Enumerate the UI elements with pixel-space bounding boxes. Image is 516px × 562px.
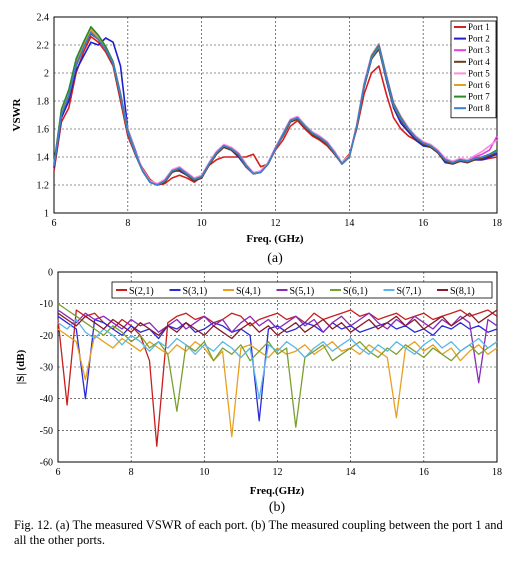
y-tick-label: 2.4 bbox=[37, 13, 50, 24]
x-tick-label: 6 bbox=[56, 467, 61, 478]
series-line-3 bbox=[57, 328, 498, 438]
x-tick-label: 12 bbox=[273, 467, 283, 478]
x-tick-label: 6 bbox=[52, 218, 57, 229]
x-tick-label: 16 bbox=[418, 218, 428, 229]
legend-entry: S(8,1) bbox=[450, 286, 475, 297]
y-tick-label: 0 bbox=[48, 268, 53, 279]
vswr-series-lines bbox=[53, 25, 498, 186]
y-tick-label: 1.4 bbox=[37, 153, 50, 164]
x-tick-label: 8 bbox=[129, 467, 134, 478]
legend-entry: Port 7 bbox=[468, 92, 490, 102]
x-tick-label: 8 bbox=[125, 218, 130, 229]
legend-entry: Port 8 bbox=[468, 103, 490, 113]
x-tick-label: 16 bbox=[419, 467, 429, 478]
coupling-legend: S(2,1) S(3,1) S(4,1) S(5,1) S(6,1) S(7,1) S(8,… bbox=[111, 281, 493, 299]
legend-entry: S(7,1) bbox=[397, 286, 422, 297]
x-tick-label: 14 bbox=[346, 467, 356, 478]
legend-entry: Port 1 bbox=[468, 22, 490, 32]
x-tick-label: 18 bbox=[492, 467, 502, 478]
legend-box bbox=[111, 281, 493, 299]
coupling-x-axis-label: Freq.(GHz) bbox=[250, 485, 305, 497]
y-tick-label: 1 bbox=[44, 209, 49, 220]
series-line-4 bbox=[57, 309, 498, 384]
y-tick-label: -50 bbox=[40, 426, 53, 437]
vswr-y-axis-label: VSWR bbox=[11, 97, 23, 131]
x-tick-label: 18 bbox=[492, 218, 502, 229]
legend-box bbox=[450, 20, 497, 119]
legend-entry: S(6,1) bbox=[343, 286, 368, 297]
legend-entry: S(4,1) bbox=[236, 286, 261, 297]
legend-entry: Port 4 bbox=[468, 57, 490, 67]
vswr-sublabel: (a) bbox=[267, 251, 283, 266]
coupling-chart: 6 8 10 12 14 16 18 0 -10 -20 -30 -40 -50 -60 Freq.(GH… bbox=[15, 268, 502, 516]
legend-entry: Port 2 bbox=[468, 34, 490, 44]
series-line-7 bbox=[57, 309, 498, 340]
y-tick-label: -30 bbox=[40, 363, 53, 374]
legend-entry: Port 5 bbox=[468, 68, 490, 78]
vswr-x-axis-label: Freq. (GHz) bbox=[246, 233, 304, 245]
series-line-6 bbox=[57, 318, 498, 400]
x-tick-label: 14 bbox=[344, 218, 354, 229]
series-line-8 bbox=[53, 31, 498, 186]
y-tick-label: -40 bbox=[40, 394, 53, 405]
y-tick-label: 2.2 bbox=[37, 41, 50, 52]
legend-entry: S(2,1) bbox=[129, 286, 154, 297]
vswr-tick-labels: 6 8 10 12 14 16 18 1 1.2 1.4 1.6 1.8 2 2.2 2.4 bbox=[37, 13, 503, 230]
y-tick-label: 2 bbox=[44, 69, 49, 80]
vswr-chart: 6 8 10 12 14 16 18 1 1.2 1.4 1.6 1.8 2 2.2 2.4 Freq. (… bbox=[11, 13, 502, 267]
coupling-y-axis-label: |S| (dB) bbox=[15, 349, 27, 384]
figure-caption: Fig. 12. (a) The measured VSWR of each p… bbox=[14, 518, 503, 547]
legend-entry: S(5,1) bbox=[290, 286, 315, 297]
coupling-grid bbox=[58, 272, 497, 462]
x-tick-label: 10 bbox=[199, 467, 209, 478]
coupling-series-lines bbox=[57, 303, 498, 447]
series-line-5 bbox=[57, 303, 498, 428]
x-tick-label: 12 bbox=[271, 218, 281, 229]
y-tick-label: -10 bbox=[40, 299, 53, 310]
coupling-tick-labels: 6 8 10 12 14 16 18 0 -10 -20 -30 -40 -50 -60 bbox=[40, 268, 502, 479]
y-tick-label: -20 bbox=[40, 331, 53, 342]
legend-entry: S(3,1) bbox=[183, 286, 208, 297]
legend-entry: Port 6 bbox=[468, 80, 490, 90]
y-tick-label: 1.8 bbox=[37, 97, 50, 108]
y-tick-label: -60 bbox=[40, 458, 53, 469]
coupling-sublabel: (b) bbox=[269, 500, 286, 515]
x-tick-label: 10 bbox=[197, 218, 207, 229]
legend-entry: Port 3 bbox=[468, 45, 490, 55]
y-tick-label: 1.2 bbox=[37, 181, 50, 192]
y-tick-label: 1.6 bbox=[37, 125, 50, 136]
